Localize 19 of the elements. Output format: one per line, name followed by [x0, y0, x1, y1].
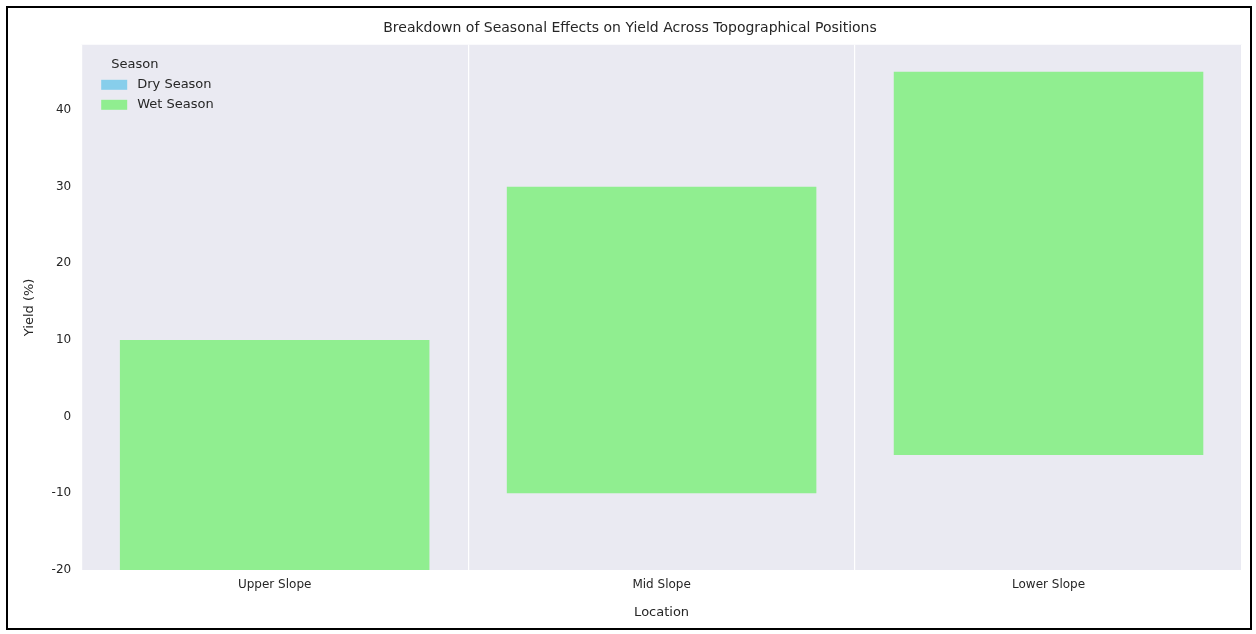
y-tick-label: 30 [55, 178, 72, 193]
bar [893, 71, 1204, 455]
y-tick-label: 10 [55, 332, 72, 347]
x-tick-label: Mid Slope [632, 577, 691, 592]
x-axis-title: Location [634, 603, 690, 619]
bar [119, 339, 430, 570]
y-tick-label: 20 [55, 255, 72, 270]
legend-title: Season [111, 56, 159, 72]
bar [506, 186, 817, 494]
y-tick-label: 40 [55, 102, 72, 117]
chart-title: Breakdown of Seasonal Effects on Yield Across Topographical Positions [383, 19, 877, 36]
y-axis-title: Yield (%) [21, 278, 37, 338]
legend-label: Dry Season [137, 76, 212, 92]
y-tick-label: -10 [51, 485, 72, 500]
x-tick-label: Upper Slope [237, 577, 312, 592]
x-tick-label: Lower Slope [1012, 577, 1086, 592]
y-tick-label: 0 [63, 408, 72, 423]
legend-label: Wet Season [137, 96, 214, 112]
y-tick-label: -20 [51, 562, 72, 577]
